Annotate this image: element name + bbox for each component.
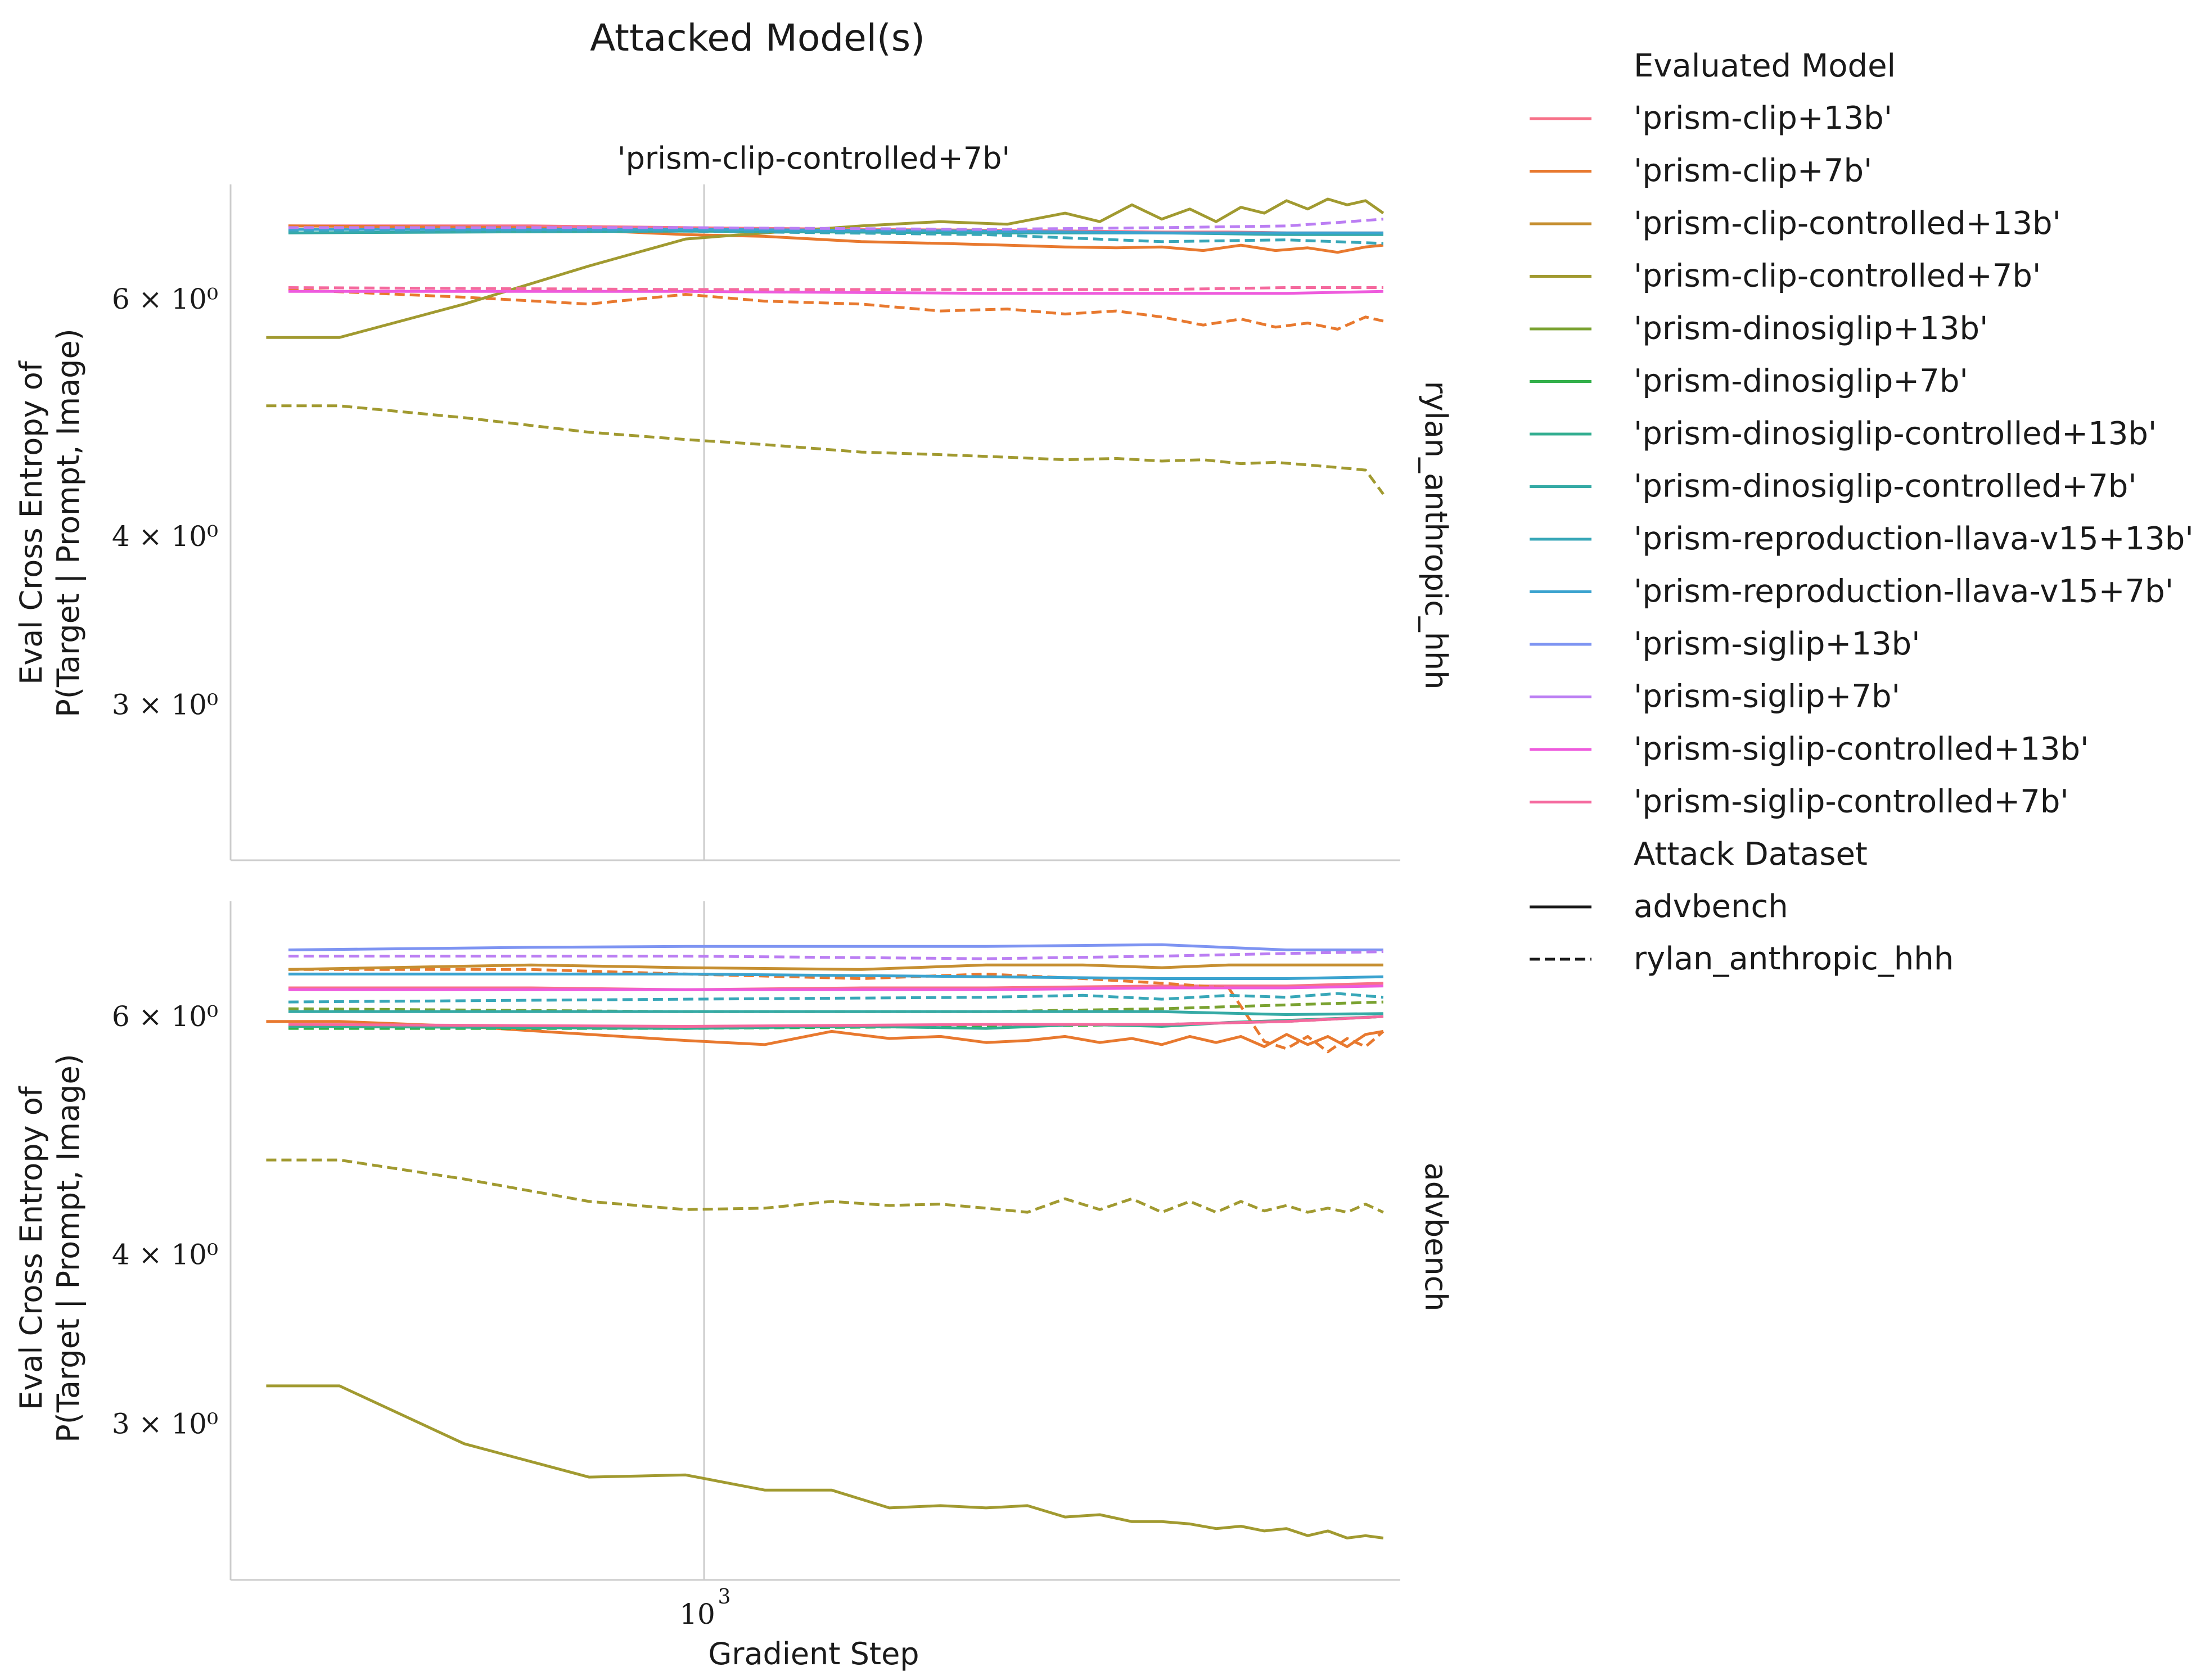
y-tick-label: 3 × 10⁰: [112, 688, 218, 721]
ylabel-line2: P(Target | Prompt, Image): [51, 328, 86, 717]
legend-item-label: 'prism-dinosiglip-controlled+7b': [1634, 468, 2137, 505]
x-tick-1000: 10 3: [679, 1586, 731, 1631]
figure-title: Attacked Model(s): [590, 16, 925, 60]
series-line: [288, 984, 1383, 991]
legend-item-label: 'prism-clip-controlled+13b': [1634, 205, 2061, 242]
y-ticks: 6 × 10⁰ 4 × 10⁰ 3 × 10⁰: [112, 1000, 218, 1440]
legend-item-label: 'prism-dinosiglip+7b': [1634, 363, 1968, 400]
row-label-bottom: advbench: [1418, 1163, 1454, 1312]
series-line: [288, 1015, 1383, 1028]
series-line: [288, 972, 1383, 980]
series-line: [288, 288, 1384, 331]
legend-item-label: 'prism-siglip-controlled+13b': [1634, 731, 2089, 767]
ylabel-line2: P(Target | Prompt, Image): [51, 1054, 86, 1442]
series-line: [288, 950, 1383, 960]
series-line: [288, 286, 1383, 291]
series-line: [288, 290, 1383, 295]
series-line: [288, 218, 1383, 231]
legend-title-styles: Attack Dataset: [1634, 836, 1868, 873]
series-line: [288, 992, 1384, 1004]
ylabel-line1: Eval Cross Entropy of: [13, 360, 49, 685]
series-line: [266, 197, 1385, 339]
series-group: [266, 943, 1385, 1539]
series-line: [288, 1000, 1383, 1013]
legend-item-label: 'prism-dinosiglip+13b': [1634, 310, 1988, 347]
ylabel-line1: Eval Cross Entropy of: [13, 1085, 49, 1410]
x-tick-exponent: 3: [718, 1586, 731, 1609]
y-tick-label: 6 × 10⁰: [112, 1000, 218, 1033]
y-ticks: 6 × 10⁰ 4 × 10⁰ 3 × 10⁰: [112, 283, 218, 721]
series-line: [288, 963, 1383, 971]
series-line: [266, 1384, 1384, 1539]
series-group: [266, 197, 1385, 495]
y-tick-label: 3 × 10⁰: [112, 1407, 218, 1440]
series-line: [266, 404, 1385, 495]
series-line: [288, 982, 1383, 991]
legend-style-label: advbench: [1634, 888, 1788, 925]
series-line: [288, 1010, 1383, 1016]
y-tick-label: 4 × 10⁰: [112, 520, 218, 553]
y-axis-label-bottom: Eval Cross Entropy of P(Target | Prompt,…: [13, 1054, 86, 1442]
panel-advbench: 6 × 10⁰ 4 × 10⁰ 3 × 10⁰: [112, 901, 1400, 1581]
legend-item-label: 'prism-clip+7b': [1634, 153, 1872, 189]
legend-item-label: 'prism-clip-controlled+7b': [1634, 258, 2041, 295]
x-axis-label: Gradient Step: [708, 1636, 919, 1672]
panel-rylan-anthropic-hhh: 6 × 10⁰ 4 × 10⁰ 3 × 10⁰: [112, 184, 1400, 861]
y-tick-label: 4 × 10⁰: [112, 1239, 218, 1271]
legend-item-label: 'prism-clip+13b': [1634, 100, 1892, 137]
legend-item-label: 'prism-siglip-controlled+7b': [1634, 784, 2069, 820]
series-line: [266, 1158, 1384, 1214]
legend-item-label: 'prism-reproduction-llava-v15+13b': [1634, 521, 2194, 557]
series-line: [266, 1020, 1384, 1049]
legend-item-label: 'prism-siglip+13b': [1634, 626, 1920, 662]
legend: Evaluated Model 'prism-clip+13b' 'prism-cl…: [1530, 48, 2194, 977]
row-label-top: rylan_anthropic_hhh: [1418, 381, 1454, 690]
y-tick-label: 6 × 10⁰: [112, 283, 218, 315]
legend-item-label: 'prism-dinosiglip-controlled+13b': [1634, 416, 2157, 452]
legend-style-label: rylan_anthropic_hhh: [1634, 941, 1954, 977]
series-line: [288, 943, 1383, 951]
series-line: [288, 228, 1383, 234]
y-axis-label-top: Eval Cross Entropy of P(Target | Prompt,…: [13, 328, 86, 717]
column-title: 'prism-clip-controlled+7b': [617, 141, 1010, 176]
x-tick-base: 10: [679, 1598, 715, 1631]
legend-item-label: 'prism-siglip+7b': [1634, 679, 1900, 715]
legend-title-models: Evaluated Model: [1634, 48, 1896, 84]
legend-item-label: 'prism-reproduction-llava-v15+7b': [1634, 573, 2174, 610]
